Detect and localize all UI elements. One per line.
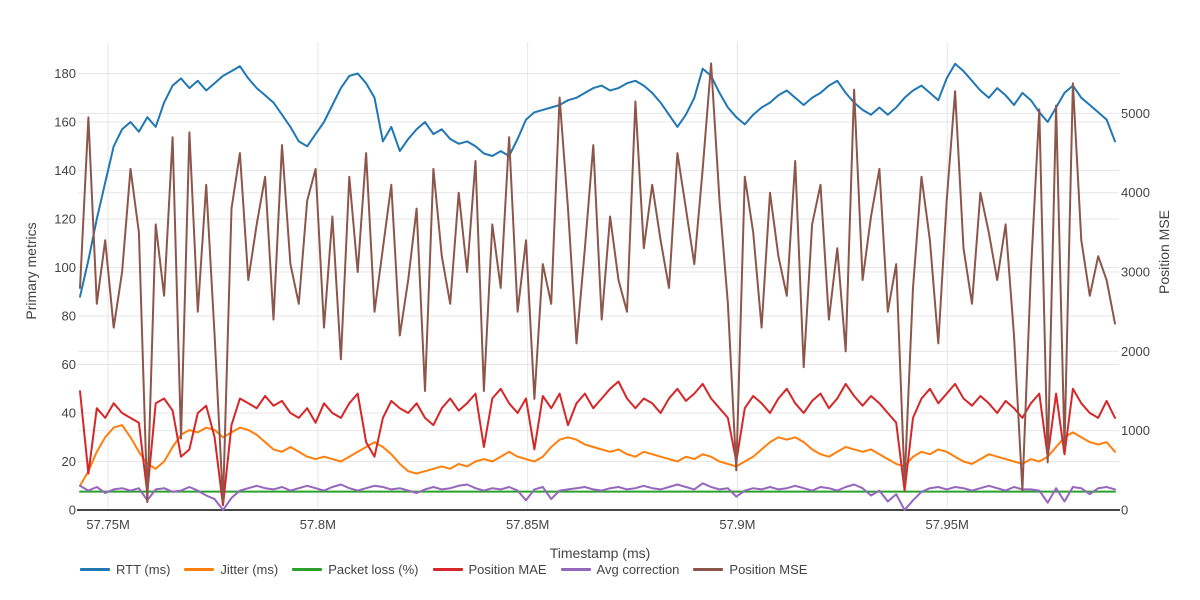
legend-line-sample-position-mse xyxy=(693,568,724,571)
plot-area[interactable] xyxy=(80,42,1115,510)
y-right-tick-0: 0 xyxy=(1121,503,1128,518)
x-tick-57.85M: 57.85M xyxy=(506,517,549,532)
legend-line-sample-rtt-ms xyxy=(80,568,110,571)
legend-item-jitter-ms[interactable]: Jitter (ms) xyxy=(184,562,278,577)
y-axis-right-title: Position MSE xyxy=(1156,209,1172,295)
legend-line-sample-avg-correction xyxy=(560,568,591,571)
legend-item-position-mae[interactable]: Position MAE xyxy=(432,562,547,577)
x-tick-57.9M: 57.9M xyxy=(719,517,755,532)
legend-item-position-mse[interactable]: Position MSE xyxy=(693,562,807,577)
legend-label-position-mse: Position MSE xyxy=(729,562,808,577)
legend-label-packet-loss: Packet loss (%) xyxy=(328,562,419,577)
y-right-tick-5000: 5000 xyxy=(1121,106,1150,121)
y-left-tick-100: 100 xyxy=(54,260,76,275)
legend-item-rtt-ms[interactable]: RTT (ms) xyxy=(80,562,170,577)
legend-label-avg-correction: Avg correction xyxy=(596,562,680,577)
series-line-position-mse xyxy=(79,62,1116,504)
y-right-tick-4000: 4000 xyxy=(1121,185,1150,200)
legend-label-position-mae: Position MAE xyxy=(468,562,547,577)
y-right-tick-2000: 2000 xyxy=(1121,344,1150,359)
y-left-tick-20: 20 xyxy=(62,454,76,469)
legend-label-jitter-ms: Jitter (ms) xyxy=(220,562,279,577)
y-left-tick-160: 160 xyxy=(54,115,76,130)
y-left-tick-180: 180 xyxy=(54,66,76,81)
y-left-tick-120: 120 xyxy=(54,212,76,227)
x-axis-title: Timestamp (ms) xyxy=(549,545,651,561)
x-tick-57.8M: 57.8M xyxy=(300,517,336,532)
y-axis-left-title: Primary metrics xyxy=(23,222,39,320)
series-line-position-mae xyxy=(79,380,1116,507)
legend-item-avg-correction[interactable]: Avg correction xyxy=(560,562,680,577)
x-tick-57.95M: 57.95M xyxy=(925,517,968,532)
legend-line-sample-packet-loss xyxy=(292,568,323,571)
y-right-tick-1000: 1000 xyxy=(1121,423,1150,438)
y-left-tick-80: 80 xyxy=(62,309,76,324)
legend-line-sample-jitter-ms xyxy=(184,568,215,571)
y-left-tick-140: 140 xyxy=(54,163,76,178)
series-line-avg-correction xyxy=(79,482,1116,511)
legend-item-packet-loss[interactable]: Packet loss (%) xyxy=(292,562,419,577)
y-left-tick-0: 0 xyxy=(69,503,76,518)
series-line-rtt-ms xyxy=(79,62,1116,298)
legend-line-sample-position-mae xyxy=(432,568,463,571)
series-line-jitter-ms xyxy=(79,424,1116,487)
y-left-tick-40: 40 xyxy=(62,406,76,421)
x-tick-57.75M: 57.75M xyxy=(86,517,129,532)
legend: RTT (ms) Jitter (ms) Packet loss (%) Positi… xyxy=(80,562,807,577)
legend-label-rtt-ms: RTT (ms) xyxy=(116,562,171,577)
y-right-tick-3000: 3000 xyxy=(1121,265,1150,280)
y-left-tick-60: 60 xyxy=(62,357,76,372)
